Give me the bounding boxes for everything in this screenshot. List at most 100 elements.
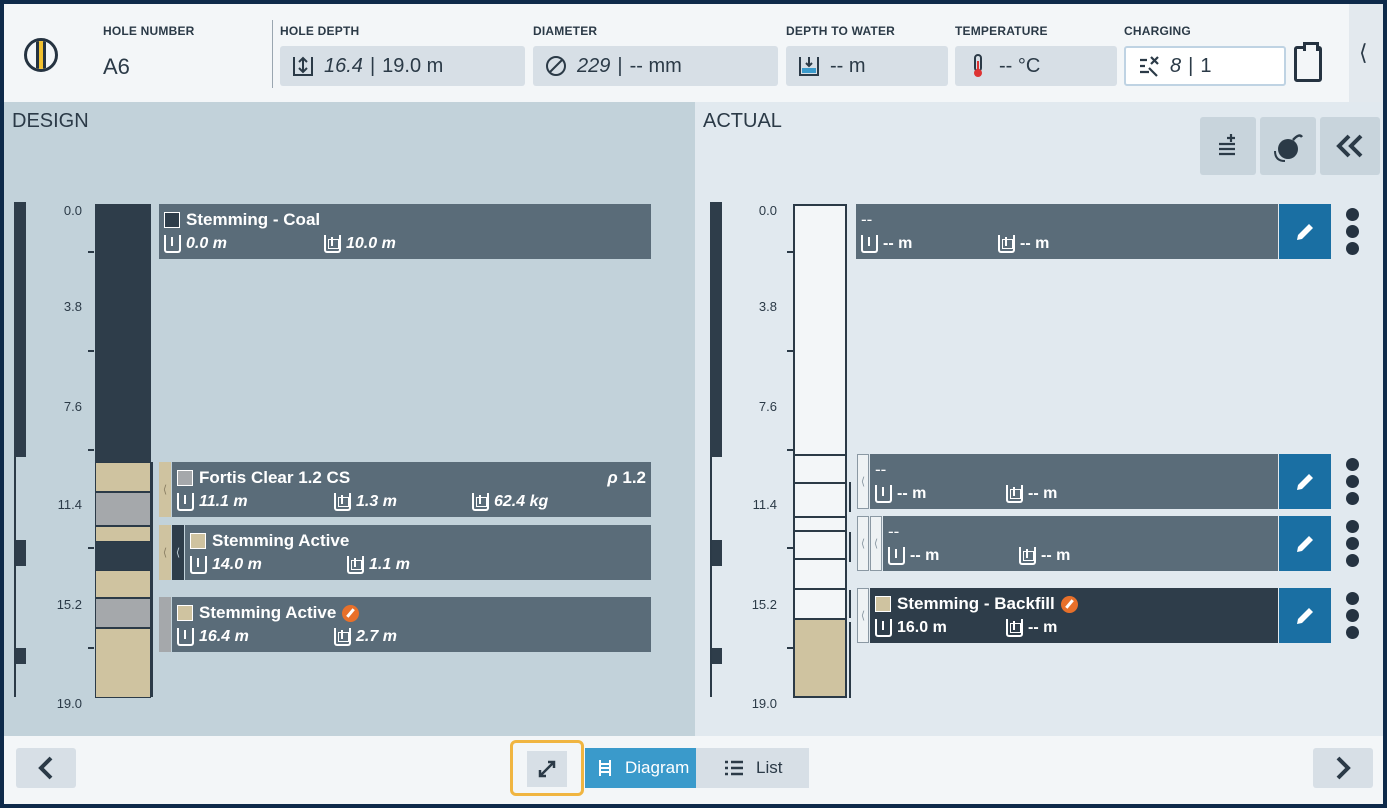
- expand-button[interactable]: [527, 751, 567, 787]
- column-segment-stemming: [95, 628, 151, 698]
- deck-depth: -- m: [883, 235, 913, 252]
- diameter-separator: |: [617, 54, 623, 77]
- thermometer-icon: [965, 53, 991, 79]
- deck-swatch: [164, 212, 180, 228]
- edit-deck-button[interactable]: [1279, 204, 1331, 259]
- next-hole-button[interactable]: [1313, 748, 1373, 788]
- deck-name: Stemming Active: [212, 531, 350, 550]
- deck-depth: 14.0 m: [212, 556, 262, 573]
- more-options-button[interactable]: [1346, 592, 1360, 643]
- density-symbol: ρ: [607, 468, 618, 487]
- actual-scale-line: [710, 457, 712, 697]
- temperature-value: -- °C: [999, 54, 1041, 77]
- tab-diagram[interactable]: Diagram: [585, 748, 696, 788]
- actual-panel: ACTUAL 0.0 3.8 7.6 11.4 15.2 19.0: [695, 102, 1383, 736]
- more-options-button[interactable]: [1346, 458, 1360, 509]
- weight-icon: [472, 493, 489, 511]
- actual-deck-card[interactable]: Stemming - Backfill 16.0 m -- m: [870, 588, 1278, 643]
- expand-button-highlight: [510, 740, 584, 796]
- clipboard-icon[interactable]: [1294, 42, 1322, 82]
- design-scale-label: 15.2: [56, 597, 82, 612]
- actual-deck-card[interactable]: -- -- m -- m: [870, 454, 1278, 509]
- charging-field[interactable]: 8 | 1: [1124, 46, 1286, 86]
- actual-deck-card[interactable]: -- -- m -- m: [856, 204, 1278, 259]
- length-icon: [998, 235, 1015, 253]
- design-deck-card[interactable]: Fortis Clear 1.2 CS ρ 1.2 11.1 m 1.3 m 6…: [172, 462, 651, 517]
- deck-bracket: ⟨: [159, 525, 171, 580]
- design-scale-label: 7.6: [63, 399, 82, 414]
- collapse-side-panel[interactable]: ⟨: [1349, 4, 1383, 102]
- deck-depth: -- m: [897, 485, 927, 502]
- deck-swatch: [177, 470, 193, 486]
- app-frame: HOLE NUMBER A6 HOLE DEPTH 16.4 | 19.0 m …: [4, 4, 1383, 804]
- design-deck-card[interactable]: Stemming Active 14.0 m 1.1 m: [185, 525, 651, 580]
- depth-to-water-value: -- m: [830, 54, 866, 77]
- design-scale-bar: [14, 202, 26, 457]
- column-divider: [793, 530, 847, 532]
- hole-header: HOLE NUMBER A6 HOLE DEPTH 16.4 | 19.0 m …: [4, 4, 1349, 102]
- actual-column: [793, 204, 847, 698]
- primer-button[interactable]: [1260, 117, 1316, 175]
- add-deck-button[interactable]: [1200, 117, 1256, 175]
- deck-name: --: [861, 210, 873, 229]
- more-options-button[interactable]: [1346, 520, 1360, 571]
- depth-to-water-label: DEPTH TO WATER: [786, 24, 896, 38]
- scale-tick: [88, 251, 94, 253]
- design-scale-label: 19.0: [56, 696, 82, 711]
- actual-scale-label: 3.8: [758, 299, 777, 314]
- deck-length: 1.3 m: [356, 493, 397, 510]
- hole-depth-icon: [290, 53, 316, 79]
- column-divider: [793, 588, 847, 590]
- hole-number-value: A6: [103, 54, 130, 79]
- primer-icon: [1274, 134, 1303, 162]
- depth-icon: [875, 485, 892, 503]
- pencil-icon: [1297, 223, 1313, 240]
- deck-name: --: [888, 522, 900, 541]
- diameter-label: DIAMETER: [533, 24, 598, 38]
- length-icon: [334, 628, 351, 646]
- column-segment-coal: [95, 204, 151, 462]
- design-panel: DESIGN 0.0 3.8 7.6 11.4 15.2 19.0 Stemmi…: [4, 102, 695, 736]
- more-options-button[interactable]: [1346, 208, 1360, 259]
- column-segment-backfill: [793, 618, 847, 698]
- deck-swatch: [177, 605, 193, 621]
- charging-icon: [1136, 53, 1162, 79]
- collapse-panel-button[interactable]: [1320, 117, 1380, 175]
- column-divider: [793, 558, 847, 560]
- deck-bracket: ⟨: [870, 516, 882, 571]
- scale-tick: [88, 350, 94, 352]
- warning-icon: [1060, 595, 1078, 613]
- length-icon: [1006, 619, 1023, 637]
- edit-deck-button[interactable]: [1279, 454, 1331, 509]
- design-deck-card[interactable]: Stemming - Coal 0.0 m 10.0 m: [159, 204, 651, 259]
- deck-bracket: ⟨: [159, 462, 171, 517]
- charging-label: CHARGING: [1124, 24, 1191, 38]
- edit-deck-button[interactable]: [1279, 588, 1331, 643]
- design-deck-card[interactable]: Stemming Active 16.4 m 2.7 m: [172, 597, 651, 652]
- deck-name: Stemming - Backfill: [897, 594, 1055, 613]
- diameter-field[interactable]: 229 | -- mm: [533, 46, 778, 86]
- depth-icon: [190, 556, 207, 574]
- tab-list-label: List: [756, 758, 783, 777]
- scale-tick: [787, 251, 793, 253]
- hole-depth-design: 16.4: [324, 54, 363, 77]
- tab-list[interactable]: List: [696, 748, 809, 788]
- actual-deck-card[interactable]: -- -- m -- m: [883, 516, 1278, 571]
- previous-hole-button[interactable]: [16, 748, 76, 788]
- deck-bracket: ⟨: [172, 525, 184, 580]
- deck-length: -- m: [1020, 235, 1050, 252]
- hole-depth-label: HOLE DEPTH: [280, 24, 360, 38]
- chevron-right-icon: [1336, 756, 1351, 780]
- deck-length: 10.0 m: [346, 235, 396, 252]
- edit-deck-button[interactable]: [1279, 516, 1331, 571]
- collapse-glyph: ⟨: [1359, 40, 1368, 65]
- column-marker: [849, 482, 851, 512]
- pencil-icon: [1297, 535, 1313, 552]
- depth-to-water-field[interactable]: -- m: [786, 46, 948, 86]
- design-scale-label: 3.8: [63, 299, 82, 314]
- deck-swatch: [875, 596, 891, 612]
- temperature-field[interactable]: -- °C: [955, 46, 1117, 86]
- list-icon: [725, 760, 743, 776]
- column-segment-stemming: [95, 462, 151, 492]
- hole-depth-field[interactable]: 16.4 | 19.0 m: [280, 46, 525, 86]
